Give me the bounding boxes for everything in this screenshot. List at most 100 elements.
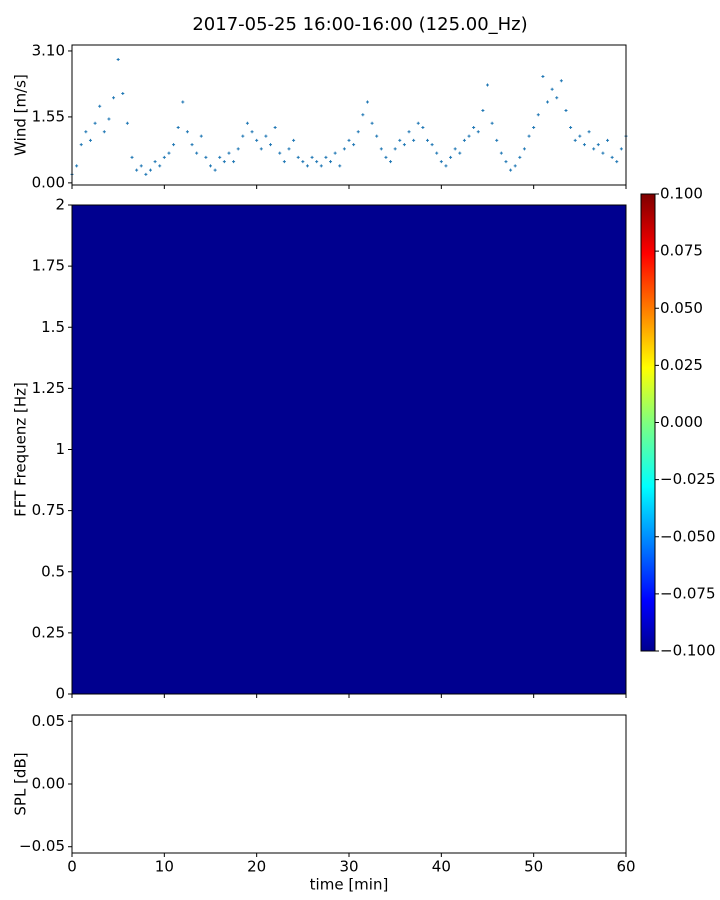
- y-tick-label: 1.25: [32, 379, 65, 397]
- x-tick-label: 40: [432, 858, 451, 876]
- wind-point: [282, 160, 286, 164]
- wind-point: [259, 147, 263, 151]
- wind-point: [541, 74, 545, 78]
- wind-point: [509, 168, 513, 172]
- x-tick-label: 60: [616, 858, 635, 876]
- wind-point: [153, 160, 157, 164]
- wind-point: [112, 96, 116, 100]
- wind-point: [522, 147, 526, 151]
- wind-point: [204, 155, 208, 159]
- wind-point: [255, 138, 259, 142]
- wind-point: [236, 147, 240, 151]
- wind-point: [107, 117, 111, 121]
- wind-point: [449, 155, 453, 159]
- wind-point: [347, 138, 351, 142]
- wind-point: [338, 164, 342, 168]
- wind-point: [458, 151, 462, 155]
- wind-point: [287, 147, 291, 151]
- wind-point: [130, 155, 134, 159]
- wind-point: [181, 100, 185, 104]
- wind-point: [162, 155, 166, 159]
- y-tick-label: 0.75: [32, 501, 65, 519]
- wind-point: [356, 130, 360, 134]
- wind-point: [592, 147, 596, 151]
- wind-point: [342, 147, 346, 151]
- y-tick-label: 0: [55, 685, 65, 703]
- wind-point: [412, 138, 416, 142]
- colorbar-tick-label: 0.025: [660, 356, 703, 374]
- wind-point: [250, 130, 254, 134]
- x-tick-label: 20: [247, 858, 266, 876]
- wind-point: [398, 138, 402, 142]
- wind-point: [241, 134, 245, 138]
- wind-point: [222, 160, 226, 164]
- wind-point: [610, 155, 614, 159]
- wind-point: [559, 79, 563, 83]
- wind-point: [619, 147, 623, 151]
- y-tick-label: 0.5: [41, 562, 65, 580]
- colorbar-tick-label: 0.050: [660, 299, 703, 317]
- wind-point: [555, 96, 559, 100]
- wind-point: [88, 138, 92, 142]
- wind-point: [573, 138, 577, 142]
- wind-point: [615, 160, 619, 164]
- wind-point: [389, 160, 393, 164]
- wind-point: [227, 151, 231, 155]
- wind-point: [407, 130, 411, 134]
- y-tick-label: 1: [55, 440, 65, 458]
- colorbar-tick-label: −0.075: [660, 584, 716, 602]
- wind-point: [546, 100, 550, 104]
- wind-point: [218, 155, 222, 159]
- wind-point: [148, 168, 152, 172]
- wind-point: [513, 164, 517, 168]
- y-axis-label: FFT Frequenz [Hz]: [12, 382, 30, 517]
- wind-point: [416, 121, 420, 125]
- wind-point: [476, 130, 480, 134]
- wind-point: [292, 138, 296, 142]
- wind-point: [532, 126, 536, 130]
- wind-point: [375, 134, 379, 138]
- wind-point: [504, 160, 508, 164]
- colorbar: [640, 193, 656, 652]
- wind-point: [75, 164, 79, 168]
- wind-point: [550, 87, 554, 91]
- wind-point: [536, 113, 540, 117]
- y-tick-label: 2: [55, 196, 65, 214]
- colorbar-tick-label: −0.050: [660, 527, 716, 545]
- wind-point: [361, 113, 365, 117]
- x-tick-label: 50: [524, 858, 543, 876]
- wind-point: [444, 164, 448, 168]
- wind-point: [273, 126, 277, 130]
- wind-point: [472, 126, 476, 130]
- wind-point: [199, 134, 203, 138]
- wind-point: [125, 121, 129, 125]
- wind-point: [333, 151, 337, 155]
- wind-point: [481, 109, 485, 113]
- wind-point: [495, 138, 499, 142]
- y-tick-label: 0.25: [32, 623, 65, 641]
- colorbar-tick-label: 0.100: [660, 185, 703, 203]
- wind-point: [172, 143, 176, 147]
- colorbar-tick-label: −0.100: [660, 642, 716, 660]
- wind-point: [232, 160, 236, 164]
- colorbar-tick-label: −0.025: [660, 470, 716, 488]
- wind-point: [582, 143, 586, 147]
- axes-frame: [71, 714, 627, 854]
- wind-point: [93, 121, 97, 125]
- wind-point: [467, 134, 471, 138]
- wind-point: [176, 126, 180, 130]
- y-tick-label: 0.00: [32, 173, 65, 191]
- wind-point: [305, 164, 309, 168]
- wind-point: [98, 104, 102, 108]
- wind-point: [462, 138, 466, 142]
- y-tick-label: 0.05: [32, 712, 65, 730]
- x-tick-label: 0: [67, 858, 77, 876]
- wind-point: [425, 138, 429, 142]
- wind-point: [518, 155, 522, 159]
- colorbar-tick-label: 0.000: [660, 413, 703, 431]
- wind-point: [564, 109, 568, 113]
- wind-point: [310, 155, 314, 159]
- wind-point: [324, 155, 328, 159]
- wind-point: [79, 143, 83, 147]
